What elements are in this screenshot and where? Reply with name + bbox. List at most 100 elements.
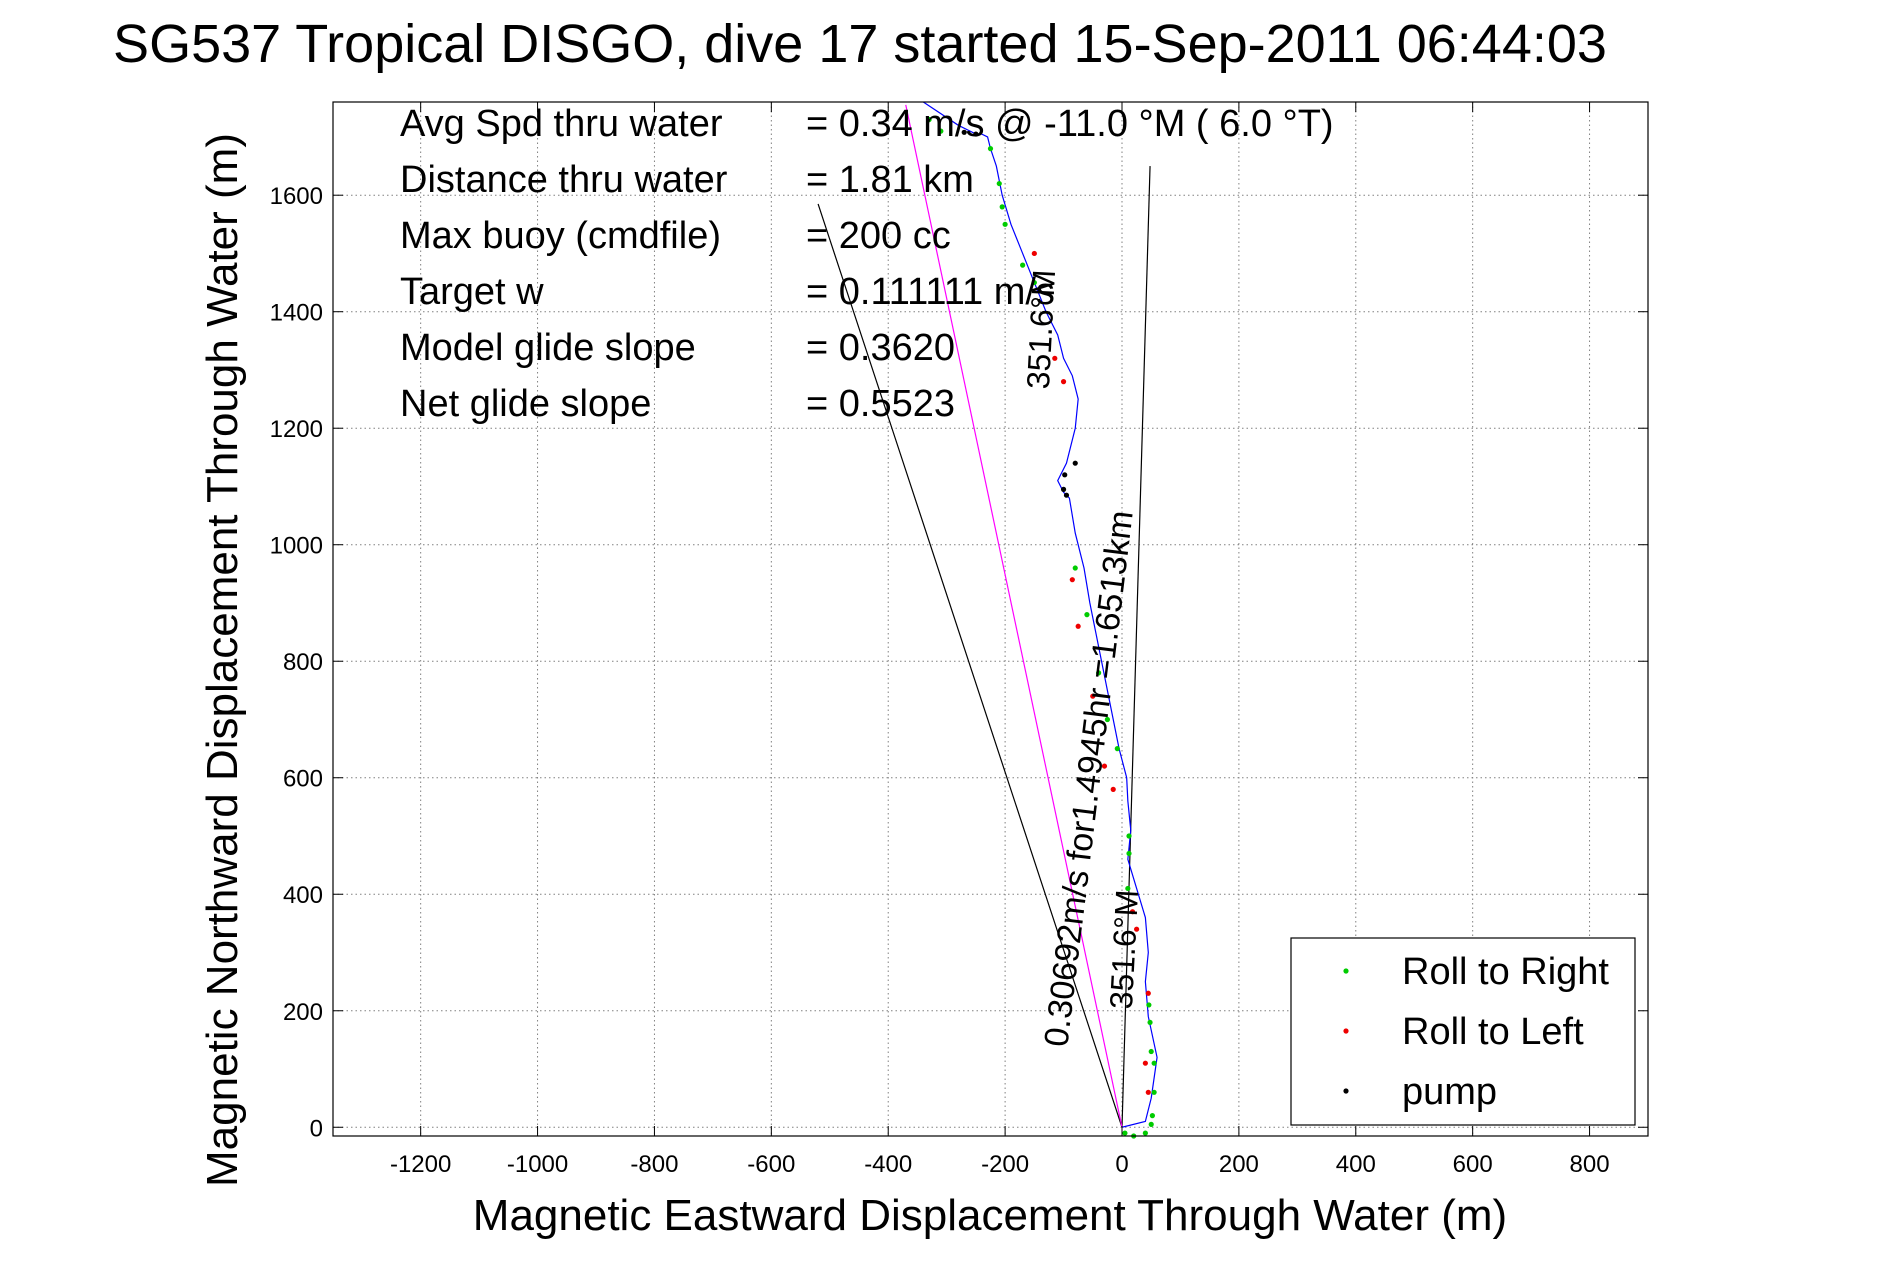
x-tick-label: 800: [1570, 1151, 1610, 1178]
stat-value: = 200 cc: [806, 215, 951, 257]
stat-label: Target w: [400, 271, 544, 313]
roll-right-marker: [1031, 279, 1037, 286]
x-tick-label: -600: [747, 1151, 795, 1178]
reference-line: [817, 203, 1123, 1128]
roll-left-marker: [1075, 623, 1081, 629]
y-axis-label: Magnetic Northward Displacement Through …: [198, 133, 247, 1187]
ticks: -1200 -1000 -800 -600 -400 -200 0 200 400 600 800 0…: [270, 102, 1648, 1178]
pump-marker: [1060, 486, 1067, 492]
roll-right-marker: [1126, 850, 1132, 857]
legend-label: Roll to Right: [1402, 951, 1609, 993]
y-tick-label: 1400: [270, 300, 323, 327]
x-tick-label: 600: [1453, 1151, 1493, 1178]
legend-marker: [1343, 1028, 1349, 1034]
roll-left-marker: [1090, 693, 1096, 699]
stat-label: Model glide slope: [400, 327, 696, 369]
roll-left-marker: [1031, 250, 1037, 257]
roll-right-marker: [926, 116, 932, 123]
roll-right-marker: [996, 180, 1002, 187]
stat-label: Distance thru water: [400, 159, 728, 201]
roll-left-marker: [1069, 577, 1075, 583]
roll-right-marker: [987, 146, 994, 152]
stat-value: = 0.5523: [806, 383, 955, 425]
roll-right-marker: [1148, 1121, 1154, 1127]
roll-left-marker: [1129, 909, 1136, 915]
stat-value: = 0.3620: [806, 327, 955, 369]
roll-right-marker: [1020, 262, 1026, 268]
roll-left-marker: [1052, 355, 1058, 361]
roll-right-marker: [1125, 885, 1131, 892]
y-tick-label: 0: [310, 1115, 323, 1142]
series-line: [905, 104, 1123, 1128]
x-tick-label: -1000: [507, 1151, 568, 1178]
roll-left-marker: [1145, 990, 1151, 996]
roll-right-marker: [1122, 1130, 1128, 1136]
roll-right-marker: [1002, 221, 1008, 227]
x-tick-label: -200: [981, 1151, 1029, 1178]
plot-frame: [332, 101, 1649, 1137]
grid: [333, 102, 1648, 1136]
roll-right-marker: [1148, 1048, 1154, 1055]
roll-right-marker: [1104, 716, 1110, 723]
roll-right-marker: [1147, 1019, 1153, 1026]
x-tick-label: 200: [1219, 1151, 1259, 1178]
roll-right-marker: [1084, 612, 1090, 618]
roll-left-marker: [1142, 1060, 1148, 1066]
series-line: [922, 101, 1158, 1128]
stats-block: Avg Spd thru water = 0.34 m/s @ -11.0 °M …: [400, 103, 1334, 425]
x-tick-label: 400: [1336, 1151, 1376, 1178]
roll-left-marker: [1101, 763, 1108, 769]
reference-line: [1121, 166, 1151, 1128]
y-tick-label: 400: [283, 882, 323, 909]
roll-right-marker: [1096, 670, 1102, 676]
roll-right-marker: [1146, 1002, 1152, 1008]
pump-marker: [973, 131, 979, 137]
roll-right-marker: [1072, 565, 1078, 571]
roll-right-marker: [1151, 1089, 1157, 1095]
y-tick-label: 1200: [270, 416, 323, 443]
stat-value: = 0.111111 m/s: [806, 271, 1055, 313]
roll-right-marker: [938, 128, 944, 134]
x-tick-label: -1200: [390, 1151, 451, 1178]
stat-label: Max buoy (cmdfile): [400, 215, 721, 257]
roll-right-marker: [1114, 746, 1120, 752]
legend-marker: [1343, 968, 1349, 974]
legend: Roll to Right Roll to Left pump: [1290, 937, 1636, 1126]
roll-right-marker: [999, 204, 1005, 210]
roll-right-marker: [1149, 1113, 1155, 1119]
legend-label: pump: [1402, 1071, 1497, 1113]
y-tick-label: 1000: [270, 533, 323, 560]
y-tick-label: 200: [283, 999, 323, 1026]
legend-label: Roll to Left: [1402, 1011, 1584, 1053]
x-tick-label: 0: [1115, 1151, 1128, 1178]
roll-right-marker: [1142, 1130, 1148, 1136]
pump-marker: [1062, 472, 1068, 478]
legend-marker: [1343, 1088, 1349, 1094]
roll-left-marker: [1060, 379, 1067, 385]
stat-value: = 1.81 km: [806, 159, 974, 201]
reference-lines: [817, 166, 1151, 1128]
roll-right-marker: [1151, 1060, 1157, 1066]
y-tick-label: 1600: [270, 183, 323, 210]
series: [905, 101, 1158, 1128]
x-tick-label: -800: [630, 1151, 678, 1178]
roll-left-marker: [1134, 926, 1140, 932]
pump-marker: [961, 129, 967, 135]
roll-left-marker: [1145, 1089, 1151, 1095]
y-tick-label: 800: [283, 649, 323, 676]
heading-label-high: 351.6°M: [1020, 269, 1062, 390]
roll-left-marker: [1110, 786, 1116, 792]
pump-marker: [1063, 492, 1070, 498]
x-tick-label: -400: [864, 1151, 912, 1178]
x-axis-label: Magnetic Eastward Displacement Through W…: [473, 1191, 1507, 1240]
roll-right-marker: [1126, 833, 1132, 839]
markers: [926, 116, 1157, 1139]
stat-label: Net glide slope: [400, 383, 651, 425]
stat-label: Avg Spd thru water: [400, 103, 723, 145]
pump-marker: [1072, 460, 1078, 466]
y-tick-label: 600: [283, 766, 323, 793]
heading-label-low: 351.6°M: [1103, 889, 1145, 1010]
stat-value: = 0.34 m/s @ -11.0 °M ( 6.0 °T): [806, 103, 1334, 145]
chart-title: SG537 Tropical DISGO, dive 17 started 15…: [113, 14, 1607, 74]
